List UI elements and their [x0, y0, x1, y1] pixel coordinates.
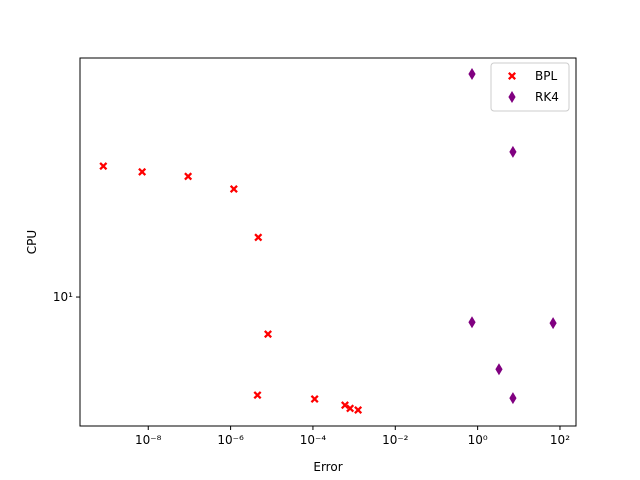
point: [509, 145, 517, 158]
x-tick-label: 10²: [550, 433, 570, 447]
legend-marker: [508, 91, 516, 103]
legend-label: BPL: [535, 69, 557, 83]
y-tick-label: 10¹: [53, 290, 73, 304]
point: [99, 162, 108, 171]
point: [138, 167, 147, 176]
x-tick-label: 10⁻⁶: [217, 433, 244, 447]
y-axis-label: CPU: [25, 230, 39, 254]
point: [509, 392, 517, 405]
point: [263, 330, 272, 339]
x-axis-label: Error: [313, 460, 342, 474]
x-tick-label: 10⁻⁴: [300, 433, 327, 447]
point: [468, 316, 476, 329]
point: [354, 405, 363, 414]
point: [254, 233, 263, 242]
point: [495, 363, 503, 376]
legend-marker: [508, 72, 516, 80]
x-tick-label: 10⁻²: [382, 433, 409, 447]
legend-label: RK4: [535, 90, 559, 104]
x-tick-label: 10⁰: [468, 433, 488, 447]
point: [253, 391, 262, 400]
point: [184, 172, 193, 181]
x-tick-label: 10⁻⁸: [135, 433, 162, 447]
point: [346, 404, 355, 413]
point: [340, 401, 349, 410]
point: [310, 395, 319, 404]
point: [229, 184, 238, 193]
point: [468, 67, 476, 80]
plot-frame: [79, 57, 577, 427]
point: [549, 317, 557, 330]
